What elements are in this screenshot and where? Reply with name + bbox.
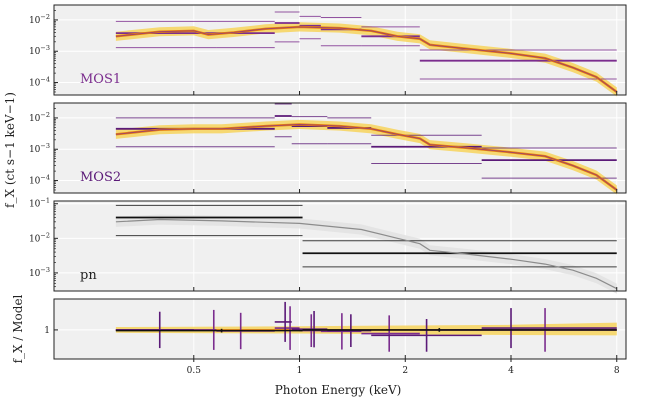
model-line xyxy=(115,218,618,290)
y-tick-label: 10−2 xyxy=(29,13,50,26)
x-tick-label: 8 xyxy=(614,366,620,376)
y-tick-label: 10−3 xyxy=(29,142,50,155)
x-tick-label: 1 xyxy=(297,366,303,376)
y-tick-label: 10−3 xyxy=(29,44,50,57)
model-band xyxy=(115,119,617,195)
y-tick-label: 10−2 xyxy=(29,231,50,244)
model-line xyxy=(115,123,618,191)
ratio-y-axis-label: f_X / Model xyxy=(11,294,25,363)
x-tick-label: 4 xyxy=(508,366,514,376)
x-axis-label: Photon Energy (keV) xyxy=(275,383,402,397)
y-tick-label: 10−1 xyxy=(29,197,50,210)
y-tick-label: 10−4 xyxy=(29,174,50,187)
panel-background xyxy=(54,201,626,291)
shared-y-axis-label: f_X (ct s−1 keV−1) xyxy=(3,92,17,208)
panel-frame xyxy=(53,4,627,96)
panel-mos2: 10−4 10−3 10−2 MOS2 xyxy=(29,102,627,195)
x-tick-label: 0.5 xyxy=(187,366,202,376)
panel-label-pn: pn xyxy=(80,268,97,283)
panel-mos1: 10−4 10−3 10−2 MOS1 xyxy=(29,4,627,97)
panel-frame xyxy=(53,298,627,360)
x-tick-label: 2 xyxy=(402,366,408,376)
y-tick-label: 10−4 xyxy=(29,76,50,89)
panel-label-mos1: MOS1 xyxy=(80,72,121,87)
panel-pn: 10−3 10−2 10−1 pn xyxy=(29,197,627,294)
panels: 10−4 10−3 10−2 MOS1 10−4 10−3 10−2 MOS2 10−3 10−2… xyxy=(29,4,627,360)
model-band xyxy=(115,22,617,97)
model-line xyxy=(115,26,618,93)
panel-ratio: 1 xyxy=(44,298,627,360)
panel-label-mos2: MOS2 xyxy=(80,170,121,185)
y-axis-label-group: f_X (ct s−1 keV−1) f_X / Model xyxy=(3,92,25,363)
panel-frame xyxy=(53,102,627,194)
x-axis: 0.5 1 2 4 8 xyxy=(187,359,620,376)
y-tick-label: 10−3 xyxy=(29,266,50,279)
y-tick-label: 1 xyxy=(44,326,50,336)
y-tick-label: 10−2 xyxy=(29,111,50,124)
